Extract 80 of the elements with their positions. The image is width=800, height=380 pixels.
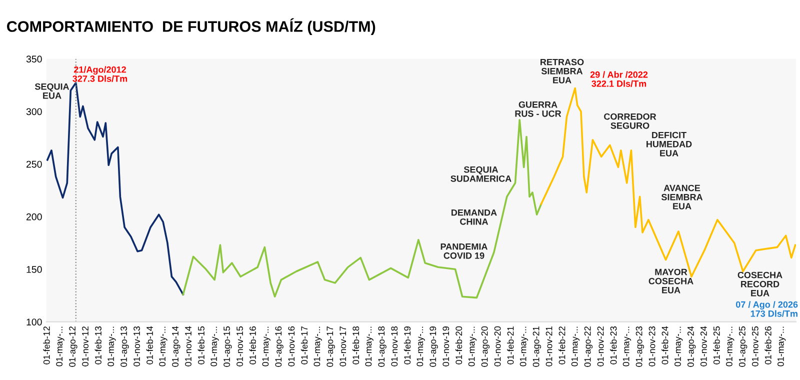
x-tick-label: 01-may-... [520,326,528,366]
annotation: GUERRA RUS - UCR [515,101,562,117]
annotation: COSECHA RECORD EUA [738,272,782,296]
annotation: DEFICIT HUMEDAD EUA [646,132,692,156]
x-tick-label: 01-feb-21 [507,326,514,364]
x-tick-label: 01-ago-14 [172,326,180,367]
x-tick-label: 01-nov-19 [442,326,450,366]
x-tick-label: 01-feb-18 [352,326,360,364]
x-tick-label: 01-nov-13 [134,326,140,366]
x-tick-label: 01-feb-15 [198,326,204,364]
x-tick-label: 01-feb-17 [300,326,308,364]
chart-title: COMPORTAMIENTO DE FUTUROS MAÍZ (USD/TM) [7,18,376,35]
x-tick-label: 01-ago-15 [224,326,232,367]
x-tick-label: 01-feb-26 [764,326,772,364]
annotation: PANDEMIA COVID 19 [440,243,488,259]
x-tick-label: 01-nov-24 [700,326,707,366]
x-tick-label: 01-nov-22 [597,326,604,366]
x-tick-label: 01-ago-25 [738,326,748,367]
x-tick-label: 01-nov-23 [648,326,656,366]
x-tick-label: 01-ago-16 [275,326,284,367]
x-tick-label: 01-may-... [365,326,374,366]
x-tick-label: 01-feb-12 [43,326,50,364]
y-tick-label: 300 [26,108,42,116]
x-tick-label: 01-may-... [262,326,270,366]
x-tick-label: 01-may-... [108,326,116,366]
x-tick-label: 01-nov-16 [288,326,295,366]
x-tick-label: 01-may-... [571,326,580,366]
x-tick-label: 01-nov-20 [494,326,501,366]
x-tick-label: 01-may-... [314,326,322,366]
x-tick-label: 01-ago-24 [687,326,696,367]
x-tick-label: 01-ago-13 [120,326,129,367]
y-tick-label: 350 [26,56,42,63]
x-tick-label: 01-feb-20 [455,326,462,364]
x-tick-label: 01-feb-22 [558,326,566,364]
x-tick-label: 01-may-... [416,326,425,366]
x-tick-label: 01-nov-12 [82,326,88,366]
y-tick-label: 150 [26,266,42,273]
x-tick-label: 01-may-... [210,326,219,366]
annotation: 07 / Ago / 2026 173 Dls/Tm [736,301,798,317]
x-tick-label: 01-may-... [674,326,683,366]
x-tick-label: 01-nov-15 [236,326,243,366]
x-tick-label: 01-may-... [778,326,786,366]
annotation: RETRASO SIEMBRA EUA [540,58,584,84]
annotation: SEQUIA SUDAMERICA [450,166,512,182]
annotation: DEMANDA CHINA [452,209,497,225]
x-tick-label: 01-feb-14 [146,326,153,364]
x-tick-label: 01-nov-14 [185,326,192,366]
x-tick-label: 01-may-... [468,326,477,366]
annotation: 29 / Abr /2022 322.1 Dls/Tm [590,71,648,87]
annotation: SEQUIA EUA [34,83,70,99]
x-tick-label: 01-nov-21 [546,326,552,366]
annotation: MAYOR COSECHA EUA [648,268,694,294]
annotation: AVANCE SIEMBRA EUA [661,184,703,210]
x-tick-label: 01-may-... [56,326,64,366]
x-tick-label: 01-feb-23 [610,326,617,364]
x-tick-label: 01-feb-16 [249,326,256,364]
x-tick-label: 01-nov-18 [391,326,398,366]
x-tick-label: 01-ago-22 [584,326,593,367]
x-tick-label: 01-may-... [159,326,168,366]
x-tick-label: 01-feb-19 [404,326,411,364]
x-tick-label: 01-nov-25 [752,326,758,366]
x-tick-label: 01-ago-19 [430,326,438,367]
annotation: 21/Ago/2012 327.3 Dls/Tm [72,66,128,82]
x-tick-label: 01-ago-17 [326,326,335,367]
x-tick-label: 01-feb-25 [713,326,720,364]
x-tick-label: 01-nov-17 [340,326,346,366]
x-tick-label: 01-ago-12 [69,326,78,367]
x-tick-label: 01-feb-24 [662,326,668,364]
annotation: CORREDOR SEGURO [604,113,656,129]
x-tick-label: 01-may-... [622,326,632,366]
x-tick-label: 01-ago-20 [481,326,490,367]
y-tick-label: 250 [26,160,42,168]
y-tick-label: 100 [26,318,42,326]
x-tick-label: 01-may-... [726,326,734,366]
x-tick-label: 01-ago-18 [378,326,386,367]
x-tick-label: 01-ago-23 [636,326,644,367]
x-tick-label: 01-ago-21 [532,326,542,367]
x-tick-label: 01-feb-13 [94,326,102,364]
y-tick-label: 200 [26,213,42,220]
line-series [182,119,542,299]
